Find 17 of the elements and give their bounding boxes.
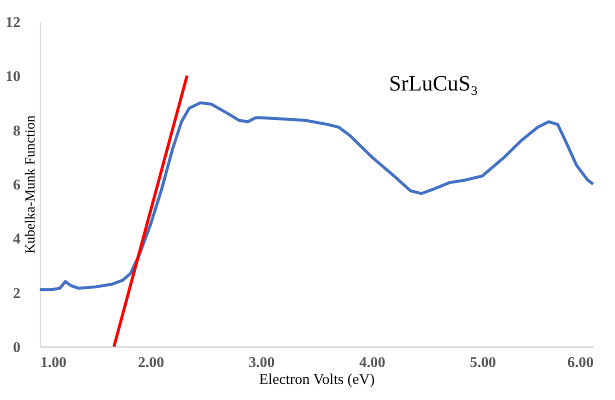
y-tick-label: 2 xyxy=(12,286,20,302)
x-tick-label: 2.00 xyxy=(138,354,164,371)
y-tick-label: 10 xyxy=(5,69,20,86)
y-axis-title: Kubelka-Munk Function xyxy=(23,115,38,254)
x-tick-label: 6.00 xyxy=(567,354,594,371)
y-tick-label: 4 xyxy=(12,232,21,248)
y-tick-label: 12 xyxy=(5,15,20,32)
x-axis-title: Electron Volts (eV) xyxy=(259,372,375,388)
x-tick-label: 5.00 xyxy=(470,354,496,371)
x-tick-label: 1.00 xyxy=(40,354,67,371)
x-tick-label: 4.00 xyxy=(359,354,386,371)
y-tick-label: 0 xyxy=(12,340,20,356)
y-tick-label: 6 xyxy=(12,178,21,194)
line-series xyxy=(38,101,595,292)
y-tick-label: 8 xyxy=(12,123,20,140)
x-tick-label: 3.00 xyxy=(248,354,275,371)
annotation: SrLuCuS₃ xyxy=(388,70,478,96)
